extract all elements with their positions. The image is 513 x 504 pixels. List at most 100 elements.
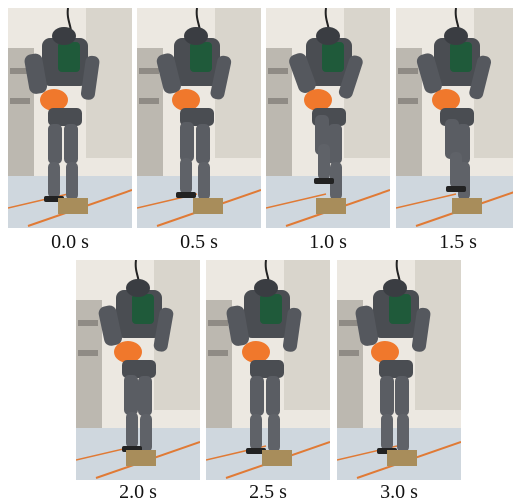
robot-shin (397, 414, 409, 452)
robot-thigh (250, 376, 264, 416)
floor-tape (266, 193, 327, 209)
robot-right-arm (338, 55, 363, 99)
robot-shin (268, 414, 280, 452)
robot-chest (190, 42, 212, 72)
robot-right-arm (282, 307, 302, 352)
frame-2-caption: 0.5 s (180, 231, 218, 253)
photo-image (337, 260, 461, 480)
robot-left-arm (24, 53, 48, 94)
robot-hand (304, 89, 332, 111)
photo-frame-7 (337, 260, 461, 480)
robot-chest (260, 294, 282, 324)
robot-left-arm (355, 305, 379, 346)
rack-shelf (339, 350, 359, 356)
photo-frame-6 (206, 260, 330, 480)
photo-frame-5 (76, 260, 200, 480)
robot-shin (180, 158, 192, 194)
robot-head (316, 27, 340, 45)
robot-left-arm (226, 305, 250, 346)
robot-head (254, 279, 278, 297)
robot-thigh (380, 376, 394, 416)
robot-shin (381, 414, 393, 450)
rack-shelf (78, 320, 98, 326)
robot (24, 27, 100, 204)
photo-frame-4 (396, 8, 513, 228)
robot-right-arm (411, 307, 431, 352)
robot-hand (432, 89, 460, 111)
robot-left-arm (289, 53, 316, 93)
frame-4-caption: 1.5 s (439, 231, 477, 253)
photo-image (137, 8, 261, 228)
robot-left-arm (416, 53, 442, 94)
robot-shin (250, 414, 262, 450)
robot-chest (322, 42, 344, 72)
robot-thigh (445, 119, 459, 159)
robot-hand (242, 341, 270, 363)
robot-head (444, 27, 468, 45)
rack-shelf (139, 98, 159, 104)
rack-shelf (398, 68, 418, 74)
robot-shin (48, 162, 60, 198)
robot-shin (66, 162, 78, 200)
rack-shelf (78, 350, 98, 356)
robot-thigh (64, 124, 78, 164)
photo-frame-3 (266, 8, 390, 228)
rack-shelf (208, 320, 228, 326)
frame-5-caption: 2.0 s (119, 481, 157, 503)
robot-hand (114, 341, 142, 363)
robot-chest (450, 42, 472, 72)
robot-right-arm (210, 55, 232, 100)
robot-thigh (180, 122, 194, 162)
robot-shin (198, 162, 210, 200)
robot-right-arm (153, 307, 174, 352)
rack-shelf (208, 350, 228, 356)
robot-chest (132, 294, 154, 324)
rack-shelf (268, 98, 288, 104)
robot-hand (40, 89, 68, 111)
photo-image (266, 8, 390, 228)
robot-hand (371, 341, 399, 363)
robot (156, 27, 232, 204)
wooden-block (193, 198, 223, 214)
robot-hand (172, 89, 200, 111)
robot-head (184, 27, 208, 45)
robot (226, 279, 302, 456)
robot-chest (58, 42, 80, 72)
wooden-block (58, 198, 88, 214)
robot-shin (450, 152, 462, 188)
photo-image (76, 260, 200, 480)
robot-pelvis (122, 360, 156, 378)
floor-tape (396, 193, 457, 209)
robot-pelvis (250, 360, 284, 378)
robot-shin (140, 414, 152, 452)
robot-shin (330, 162, 342, 200)
robot-chest (389, 294, 411, 324)
rack-shelf (10, 98, 30, 104)
photo-image (206, 260, 330, 480)
wooden-block (262, 450, 292, 466)
robot-thigh (266, 376, 280, 416)
robot-thigh (395, 376, 409, 416)
robot-head (383, 279, 407, 297)
robot-pelvis (48, 108, 82, 126)
frame-1-caption: 0.0 s (51, 231, 89, 253)
robot-shin (318, 144, 330, 180)
robot (98, 279, 174, 456)
robot-foot (246, 448, 266, 454)
robot-foot (176, 192, 196, 198)
wooden-block (126, 450, 156, 466)
wooden-block (316, 198, 346, 214)
robot-head (52, 27, 76, 45)
robot-thigh (48, 124, 62, 164)
rack-shelf (398, 98, 418, 104)
robot-left-arm (98, 305, 122, 346)
frame-6-caption: 2.5 s (249, 481, 287, 503)
robot-pelvis (379, 360, 413, 378)
robot-thigh (138, 376, 152, 416)
robot-right-arm (80, 55, 100, 100)
photo-frame-1 (8, 8, 132, 228)
robot-right-arm (469, 55, 492, 100)
photo-image (8, 8, 132, 228)
photo-frame-2 (137, 8, 261, 228)
rack-shelf (139, 68, 159, 74)
